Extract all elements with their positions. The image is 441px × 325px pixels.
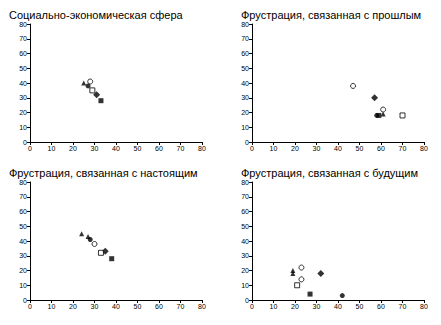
svg-text:80: 80 [241, 179, 249, 186]
svg-text:40: 40 [19, 80, 27, 87]
svg-text:20: 20 [241, 267, 249, 274]
svg-text:0: 0 [250, 303, 254, 310]
svg-text:40: 40 [19, 238, 27, 245]
svg-text:80: 80 [420, 303, 428, 310]
svg-text:20: 20 [291, 303, 299, 310]
svg-text:0: 0 [28, 303, 32, 310]
svg-text:Фрустрация, связанная с настоя: Фрустрация, связанная с настоящим [9, 167, 198, 179]
svg-text:10: 10 [48, 303, 56, 310]
svg-text:60: 60 [155, 145, 163, 152]
svg-text:50: 50 [19, 65, 27, 72]
svg-text:20: 20 [19, 109, 27, 116]
svg-text:80: 80 [198, 303, 206, 310]
svg-text:50: 50 [356, 145, 364, 152]
svg-text:0: 0 [23, 139, 27, 146]
svg-text:40: 40 [241, 80, 249, 87]
svg-text:80: 80 [19, 179, 27, 186]
svg-text:70: 70 [399, 303, 407, 310]
svg-text:70: 70 [177, 145, 185, 152]
svg-text:70: 70 [177, 303, 185, 310]
svg-text:60: 60 [19, 50, 27, 57]
svg-text:80: 80 [19, 21, 27, 28]
svg-text:30: 30 [91, 303, 99, 310]
svg-text:Фрустрация, связанная с прошлы: Фрустрация, связанная с прошлым [241, 9, 421, 21]
svg-text:10: 10 [270, 145, 278, 152]
svg-text:20: 20 [241, 109, 249, 116]
svg-text:40: 40 [112, 303, 120, 310]
svg-text:80: 80 [198, 145, 206, 152]
svg-text:70: 70 [19, 193, 27, 200]
svg-text:50: 50 [134, 303, 142, 310]
svg-text:60: 60 [241, 50, 249, 57]
svg-text:30: 30 [313, 303, 321, 310]
svg-text:0: 0 [23, 297, 27, 304]
svg-text:50: 50 [134, 145, 142, 152]
svg-text:10: 10 [270, 303, 278, 310]
svg-text:60: 60 [19, 208, 27, 215]
svg-text:40: 40 [241, 238, 249, 245]
svg-text:40: 40 [334, 303, 342, 310]
svg-text:70: 70 [241, 193, 249, 200]
svg-text:Социально-экономическая сфера: Социально-экономическая сфера [9, 9, 184, 21]
svg-text:10: 10 [19, 124, 27, 131]
svg-text:80: 80 [241, 21, 249, 28]
svg-text:50: 50 [241, 223, 249, 230]
svg-text:20: 20 [69, 145, 77, 152]
svg-text:10: 10 [241, 282, 249, 289]
svg-text:50: 50 [241, 65, 249, 72]
svg-text:30: 30 [19, 94, 27, 101]
svg-text:60: 60 [377, 303, 385, 310]
svg-text:50: 50 [356, 303, 364, 310]
svg-text:40: 40 [112, 145, 120, 152]
svg-text:0: 0 [245, 139, 249, 146]
svg-text:30: 30 [313, 145, 321, 152]
svg-text:30: 30 [91, 145, 99, 152]
svg-text:60: 60 [377, 145, 385, 152]
svg-text:60: 60 [155, 303, 163, 310]
svg-text:40: 40 [334, 145, 342, 152]
svg-text:30: 30 [241, 252, 249, 259]
svg-text:30: 30 [241, 94, 249, 101]
svg-text:20: 20 [291, 145, 299, 152]
svg-text:Фрустрация, связанная с будущи: Фрустрация, связанная с будущим [241, 167, 418, 179]
svg-text:70: 70 [19, 35, 27, 42]
svg-text:10: 10 [241, 124, 249, 131]
svg-text:30: 30 [19, 252, 27, 259]
svg-text:80: 80 [420, 145, 428, 152]
svg-text:0: 0 [28, 145, 32, 152]
svg-text:10: 10 [19, 282, 27, 289]
svg-text:10: 10 [48, 145, 56, 152]
svg-text:0: 0 [250, 145, 254, 152]
svg-text:70: 70 [399, 145, 407, 152]
svg-text:20: 20 [19, 267, 27, 274]
svg-text:0: 0 [245, 297, 249, 304]
svg-text:70: 70 [241, 35, 249, 42]
svg-text:60: 60 [241, 208, 249, 215]
svg-text:20: 20 [69, 303, 77, 310]
svg-text:50: 50 [19, 223, 27, 230]
